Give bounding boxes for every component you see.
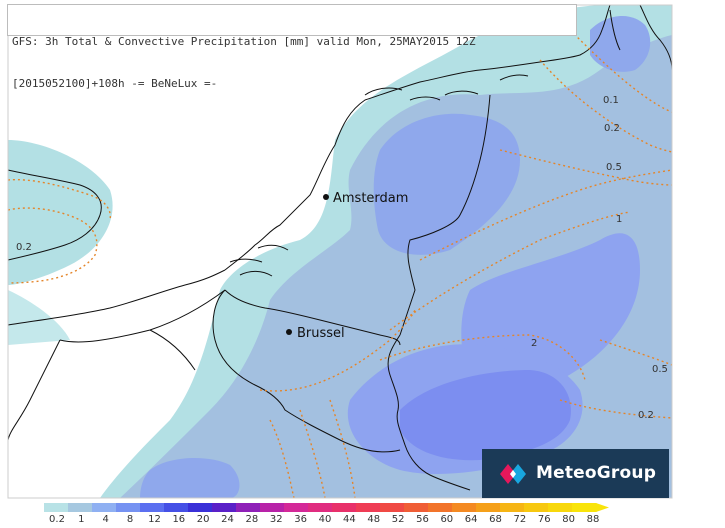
city-label: Amsterdam (333, 191, 408, 206)
colorbar-segment (428, 503, 453, 512)
colorbar-segment (68, 503, 93, 512)
colorbar-label: 28 (245, 514, 259, 525)
colorbar-segment (380, 503, 405, 512)
contour-label: 0.1 (603, 95, 619, 106)
colorbar-label: 12 (148, 514, 161, 525)
colorbar-labels: 0.2 1 4 8 12 16 20 24 28 32 36 40 44 48 52 56 60 64 68 72 76… (0, 514, 725, 528)
contour-lines (7, 19, 673, 499)
colorbar-label: 20 (196, 514, 210, 525)
meteogroup-logo-icon (500, 464, 526, 484)
colorbar-segment (212, 503, 237, 512)
colorbar-label: 60 (440, 514, 454, 525)
colorbar-label: 48 (367, 514, 381, 525)
colorbar-label: 24 (221, 514, 234, 525)
colorbar-segment (92, 503, 117, 512)
city-amsterdam: Amsterdam (323, 191, 408, 206)
contour-label: 0.5 (606, 162, 622, 173)
colorbar-segment (284, 503, 309, 512)
colorbar-label: 80 (562, 514, 575, 525)
colorbar-segment (260, 503, 285, 512)
colorbar-segment (452, 503, 477, 512)
colorbar-segment (236, 503, 261, 512)
precipitation-colorbar (44, 503, 609, 512)
colorbar-label: 0.2 (49, 514, 65, 525)
header-title: GFS: 3h Total & Convective Precipitation… (12, 35, 476, 48)
delta-islands (229, 74, 529, 277)
colorbar-label: 68 (489, 514, 502, 525)
colorbar-segment (332, 503, 357, 512)
colorbar-extension-arrow (596, 503, 609, 512)
brand-name: MeteoGroup (536, 463, 657, 483)
colorbar-segment (500, 503, 525, 512)
colorbar-label: 44 (342, 514, 356, 525)
colorbar-label: 36 (294, 514, 307, 525)
coastlines (7, 4, 673, 326)
colorbar-label: 40 (318, 514, 332, 525)
map-fields (8, 5, 672, 498)
colorbar-segment (140, 503, 165, 512)
colorbar-label: 4 (102, 514, 109, 525)
colorbar-segment (164, 503, 189, 512)
colorbar-segment (548, 503, 573, 512)
map-header: GFS: 3h Total & Convective Precipitation… (7, 4, 577, 90)
contour-label: 1 (616, 214, 622, 225)
brand-logo: MeteoGroup (482, 449, 669, 498)
city-brussel: Brussel (286, 326, 345, 341)
colorbar-label: 16 (172, 514, 186, 525)
colorbar-label: 32 (269, 514, 283, 525)
contour-label: 0.2 (638, 410, 654, 421)
colorbar-segment (44, 503, 69, 512)
colorbar-segment (524, 503, 549, 512)
contour-label: 2 (531, 338, 537, 349)
colorbar-segment (116, 503, 141, 512)
header-subtitle: [2015052100]+108h -= BeNeLux =- (12, 77, 218, 90)
colorbar-label: 88 (586, 514, 600, 525)
colorbar-label: 76 (537, 514, 551, 525)
colorbar-segment (356, 503, 381, 512)
contour-label: 0.2 (604, 123, 620, 134)
contour-label: 0.2 (16, 242, 32, 253)
city-label: Brussel (297, 326, 345, 341)
contour-labels: 0.1 0.2 0.5 1 2 0.5 0.2 0.2 (16, 95, 668, 421)
colorbar-segment (308, 503, 333, 512)
colorbar-label: 52 (391, 514, 405, 525)
colorbar-segment (404, 503, 429, 512)
colorbar-label: 56 (416, 514, 429, 525)
contour-label: 0.5 (652, 364, 668, 375)
colorbar-label: 64 (464, 514, 478, 525)
colorbar-segment (188, 503, 213, 512)
colorbar-segment (572, 503, 597, 512)
colorbar-label: 8 (126, 514, 134, 525)
colorbar-label: 72 (513, 514, 527, 525)
national-borders (7, 94, 491, 491)
colorbar-segment (476, 503, 501, 512)
colorbar-label: 1 (78, 514, 85, 525)
